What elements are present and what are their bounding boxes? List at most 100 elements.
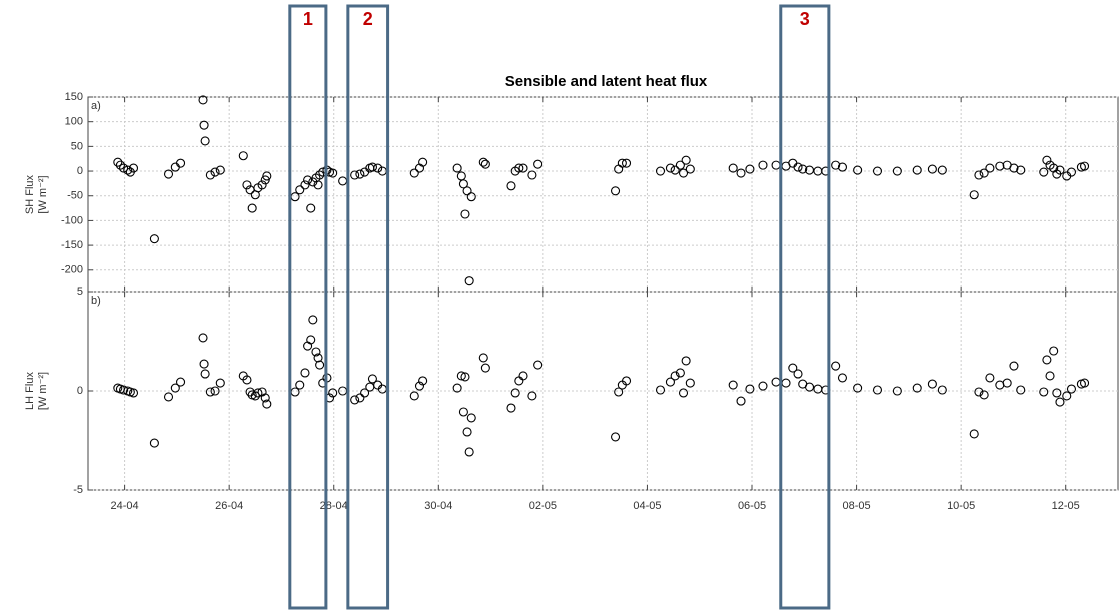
point — [758, 381, 768, 391]
point — [681, 155, 691, 165]
point — [853, 165, 863, 175]
point — [260, 393, 270, 403]
point — [892, 166, 902, 176]
point — [758, 160, 768, 170]
point — [621, 376, 632, 386]
point — [253, 388, 263, 398]
point — [927, 164, 937, 174]
point — [215, 378, 225, 388]
point — [1009, 163, 1019, 173]
point — [198, 333, 208, 343]
point — [464, 276, 474, 286]
point — [675, 160, 685, 170]
point — [798, 164, 808, 174]
point — [912, 165, 922, 175]
point — [1042, 355, 1052, 365]
point — [295, 380, 305, 390]
x-tick-label: 02-05 — [529, 500, 557, 512]
point — [315, 360, 325, 370]
point — [1079, 378, 1090, 388]
point — [831, 361, 841, 371]
point — [974, 387, 984, 397]
point — [200, 136, 210, 146]
point — [163, 392, 174, 402]
point — [685, 378, 695, 388]
point — [1039, 167, 1049, 177]
y-tick-label: -200 — [61, 264, 83, 276]
point — [360, 388, 370, 398]
y-axis-label: LH Flux — [24, 372, 36, 410]
point — [311, 347, 321, 357]
y-tick-label: 150 — [65, 91, 83, 103]
point — [670, 371, 680, 381]
point — [974, 170, 984, 180]
point — [260, 175, 270, 185]
point — [1002, 378, 1012, 388]
point — [736, 396, 746, 406]
point — [533, 360, 543, 370]
point — [452, 163, 462, 173]
y-axis-label: [W m⁻²] — [37, 372, 49, 410]
point — [685, 164, 695, 174]
point — [788, 363, 798, 373]
point — [460, 209, 470, 219]
point — [355, 169, 365, 179]
point — [163, 169, 174, 179]
point — [804, 382, 815, 392]
panel-label: a) — [91, 100, 101, 112]
panel-label: b) — [91, 295, 101, 307]
y-tick-label: 0 — [77, 165, 83, 177]
point — [979, 168, 989, 178]
point — [979, 390, 989, 400]
point — [464, 447, 474, 457]
chart-title: Sensible and latent heat flux — [505, 73, 708, 90]
x-tick-label: 26-04 — [215, 500, 243, 512]
y-tick-label: -100 — [61, 214, 83, 226]
point — [328, 388, 338, 398]
point — [665, 163, 675, 173]
point — [175, 377, 186, 387]
x-tick-label: 04-05 — [633, 500, 661, 512]
point — [462, 427, 472, 437]
point — [458, 407, 468, 417]
point — [678, 168, 689, 178]
point — [242, 375, 252, 385]
point — [610, 186, 621, 196]
point — [373, 163, 383, 173]
point — [518, 163, 528, 173]
point — [328, 168, 338, 178]
x-tick-label: 10-05 — [947, 500, 975, 512]
point — [527, 170, 537, 180]
y-tick-label: -5 — [73, 484, 83, 496]
point — [313, 353, 323, 363]
point — [969, 429, 979, 439]
point — [257, 180, 267, 190]
point — [518, 371, 528, 381]
point — [510, 388, 520, 398]
x-tick-label: 28-04 — [320, 500, 348, 512]
point — [306, 335, 316, 345]
point — [1049, 346, 1059, 356]
point — [985, 373, 995, 383]
x-tick-label: 30-04 — [424, 500, 452, 512]
point — [466, 192, 476, 202]
point — [912, 383, 922, 393]
point — [113, 157, 123, 167]
y-tick-label: -50 — [67, 190, 83, 202]
point — [149, 438, 159, 448]
y-axis-label: [W m⁻²] — [37, 175, 49, 213]
point — [927, 379, 937, 389]
point — [478, 353, 488, 363]
point — [215, 165, 225, 175]
point — [969, 190, 979, 200]
point — [306, 203, 316, 213]
point — [418, 376, 428, 386]
point — [115, 160, 125, 170]
point — [678, 388, 689, 398]
point — [414, 381, 425, 391]
point — [205, 170, 215, 180]
point — [300, 368, 310, 378]
highlight-label: 3 — [800, 9, 810, 29]
plot-area — [87, 96, 1119, 293]
highlight-box — [346, 4, 390, 610]
